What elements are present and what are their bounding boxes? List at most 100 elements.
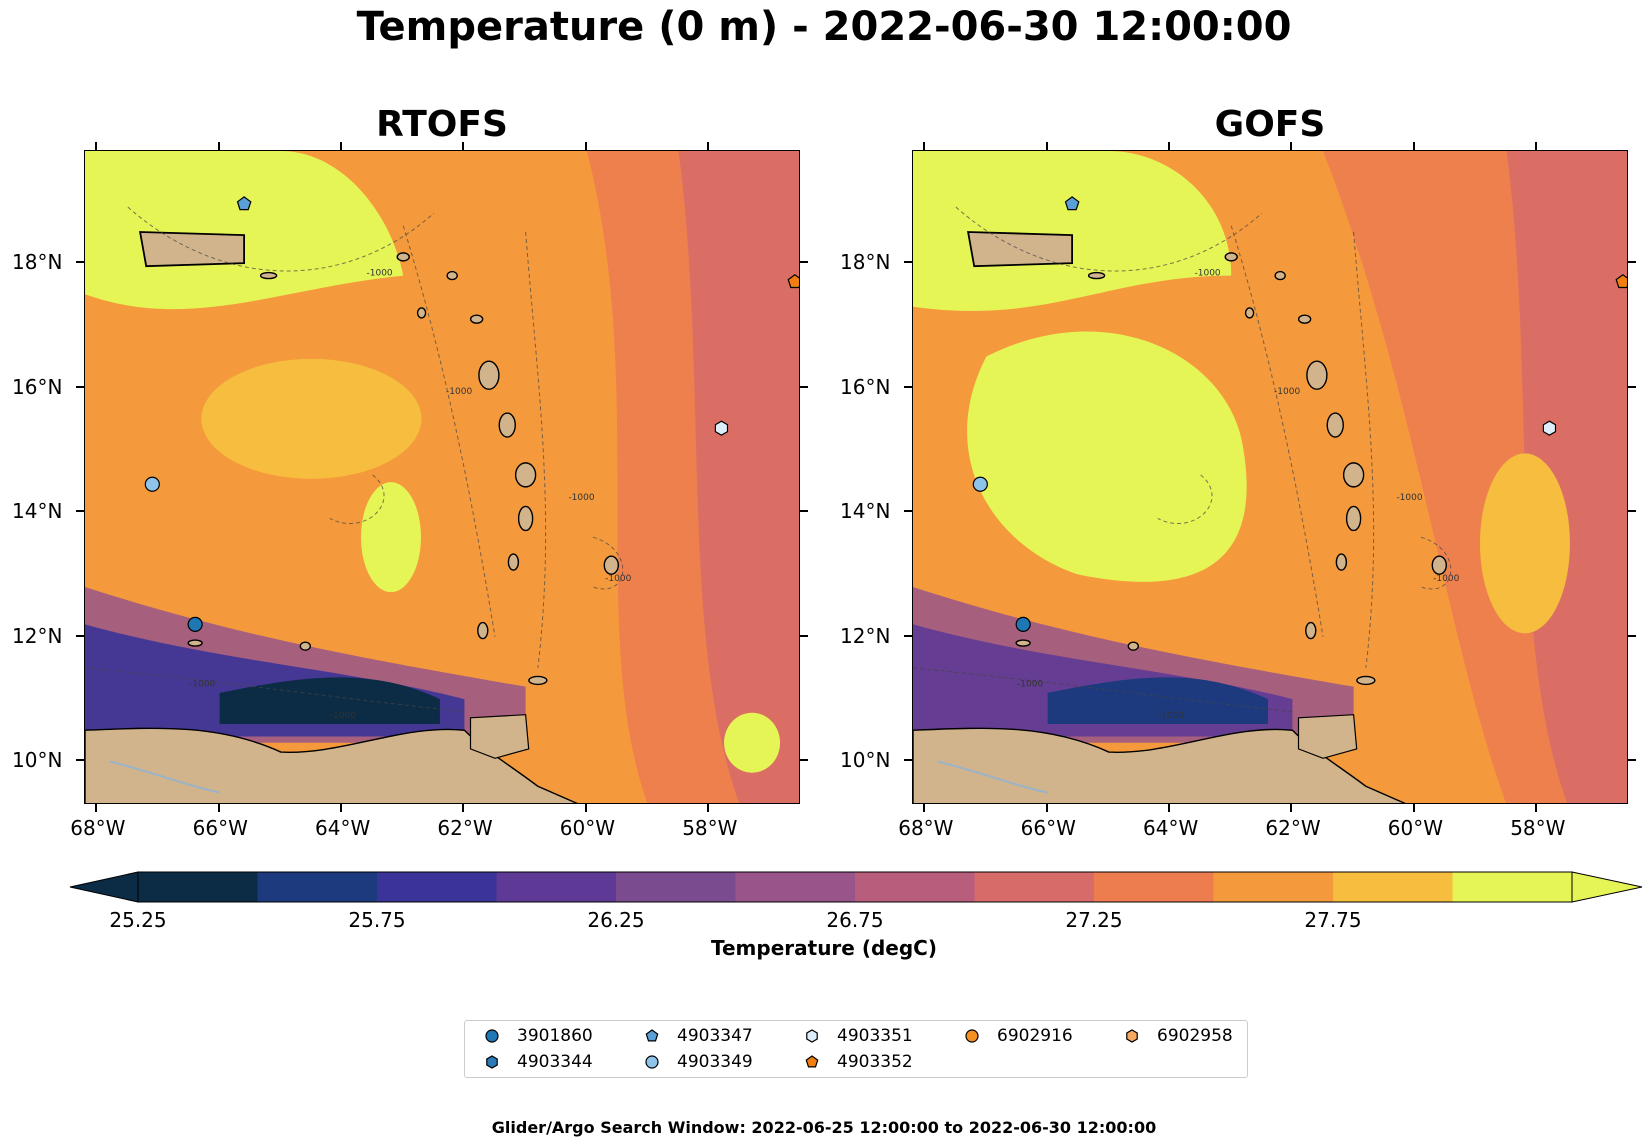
x-tick-mark	[1535, 804, 1538, 812]
y-tick-mark	[1628, 510, 1636, 513]
land-island	[603, 555, 619, 575]
x-tick-mark	[707, 142, 710, 150]
land-island	[416, 307, 427, 319]
colorbar-segment	[855, 872, 975, 902]
y-tick-label: 12°N	[12, 623, 63, 648]
y-tick-label: 14°N	[12, 499, 63, 524]
legend-marker-shape	[485, 1029, 499, 1043]
river	[937, 760, 1048, 794]
y-tick-mark	[800, 634, 808, 637]
land-island	[477, 621, 489, 640]
legend-label: 4903347	[677, 1026, 753, 1046]
legend-marker-shape	[645, 1029, 659, 1042]
legend-marker-shape	[965, 1029, 979, 1043]
land-island	[1224, 252, 1238, 262]
legend-marker-circle	[645, 1055, 659, 1069]
legend-marker-hexagon	[486, 1055, 498, 1069]
land-island	[498, 412, 516, 438]
land-island	[1087, 271, 1106, 280]
colorbar-extend-low	[69, 871, 139, 903]
legend-label: 6902958	[1157, 1026, 1233, 1046]
land-trinidad	[469, 714, 530, 759]
temperature-field-cool	[724, 712, 781, 773]
x-tick-label: 68°W	[70, 816, 126, 840]
x-tick-mark	[1412, 804, 1415, 812]
contour-label: -1000	[1158, 711, 1184, 721]
station-marker-4903351	[1542, 420, 1557, 436]
colorbar-segment	[1094, 872, 1214, 902]
x-tick-mark	[923, 142, 926, 150]
y-tick-mark	[904, 385, 912, 388]
temperature-field-cool	[360, 482, 421, 593]
x-tick-mark	[584, 142, 587, 150]
x-tick-label: 58°W	[682, 816, 738, 840]
colorbar-segment	[138, 872, 258, 902]
panel-title-rtofs: RTOFS	[376, 104, 508, 145]
y-tick-mark	[800, 510, 808, 513]
land-island	[1015, 639, 1031, 647]
map-svg: -1000 -1000 -1000 -1000 -1000 -1000	[85, 151, 799, 803]
legend-label: 4903349	[677, 1052, 753, 1072]
y-tick-label: 16°N	[840, 374, 891, 399]
y-tick-mark	[76, 385, 84, 388]
x-tick-mark	[1045, 142, 1048, 150]
bathymetry-contour	[1353, 231, 1375, 669]
land-island	[1431, 555, 1447, 575]
station-marker-3901860	[1015, 616, 1031, 632]
colorbar	[69, 871, 1643, 903]
colorbar-extend-high	[1571, 871, 1643, 903]
river	[109, 760, 220, 794]
legend-label: 4903351	[837, 1026, 913, 1046]
land-island	[1305, 621, 1317, 640]
colorbar-segment	[257, 872, 378, 902]
y-tick-mark	[800, 759, 808, 762]
x-tick-mark	[1168, 142, 1171, 150]
y-tick-label: 18°N	[840, 250, 891, 275]
legend-entry-6902916: 6902916	[963, 1024, 1073, 1048]
x-tick-label: 58°W	[1510, 816, 1566, 840]
x-tick-label: 64°W	[1143, 816, 1199, 840]
contour-label: -1000	[1017, 680, 1043, 690]
x-tick-label: 66°W	[192, 816, 248, 840]
x-tick-mark	[584, 804, 587, 812]
land-island	[1274, 270, 1286, 281]
land-south-america	[913, 727, 1406, 803]
colorbar-segment	[735, 872, 856, 902]
contour-label: -1000	[1195, 269, 1221, 279]
x-tick-mark	[1290, 804, 1293, 812]
x-tick-mark	[462, 142, 465, 150]
colorbar-outline	[137, 871, 1573, 903]
contour-label: -1000	[1396, 493, 1422, 503]
x-tick-label: 62°W	[437, 816, 493, 840]
x-tick-label: 64°W	[315, 816, 371, 840]
y-tick-label: 12°N	[840, 623, 891, 648]
y-tick-mark	[1628, 759, 1636, 762]
colorbar-title: Temperature (degC)	[711, 936, 937, 960]
y-tick-mark	[800, 261, 808, 264]
y-tick-label: 16°N	[12, 374, 63, 399]
x-tick-mark	[1535, 142, 1538, 150]
colorbar-segment	[974, 872, 1095, 902]
x-tick-mark	[95, 142, 98, 150]
land-island	[1127, 641, 1140, 651]
legend-entry-3901860: 3901860	[483, 1024, 593, 1048]
map-svg: -1000 -1000 -1000 -1000 -1000 -1000	[913, 151, 1627, 803]
legend-marker-circle	[485, 1029, 499, 1043]
y-tick-mark	[76, 261, 84, 264]
legend-entry-4903352: 4903352	[803, 1050, 913, 1074]
legend-marker-shape	[805, 1055, 819, 1068]
contour-label: -1000	[367, 269, 393, 279]
x-tick-label: 68°W	[898, 816, 954, 840]
colorbar-segment	[1213, 872, 1334, 902]
y-tick-mark	[800, 385, 808, 388]
legend-label: 3901860	[517, 1026, 593, 1046]
contour-label: -1000	[446, 387, 472, 397]
colorbar-segment	[1452, 872, 1573, 902]
y-tick-mark	[76, 634, 84, 637]
legend-label: 6902916	[997, 1026, 1073, 1046]
legend-marker-shape	[806, 1029, 818, 1043]
land-island	[446, 270, 458, 281]
land-island	[478, 360, 500, 390]
y-tick-mark	[1628, 261, 1636, 264]
contour-label: -1000	[1433, 574, 1459, 584]
